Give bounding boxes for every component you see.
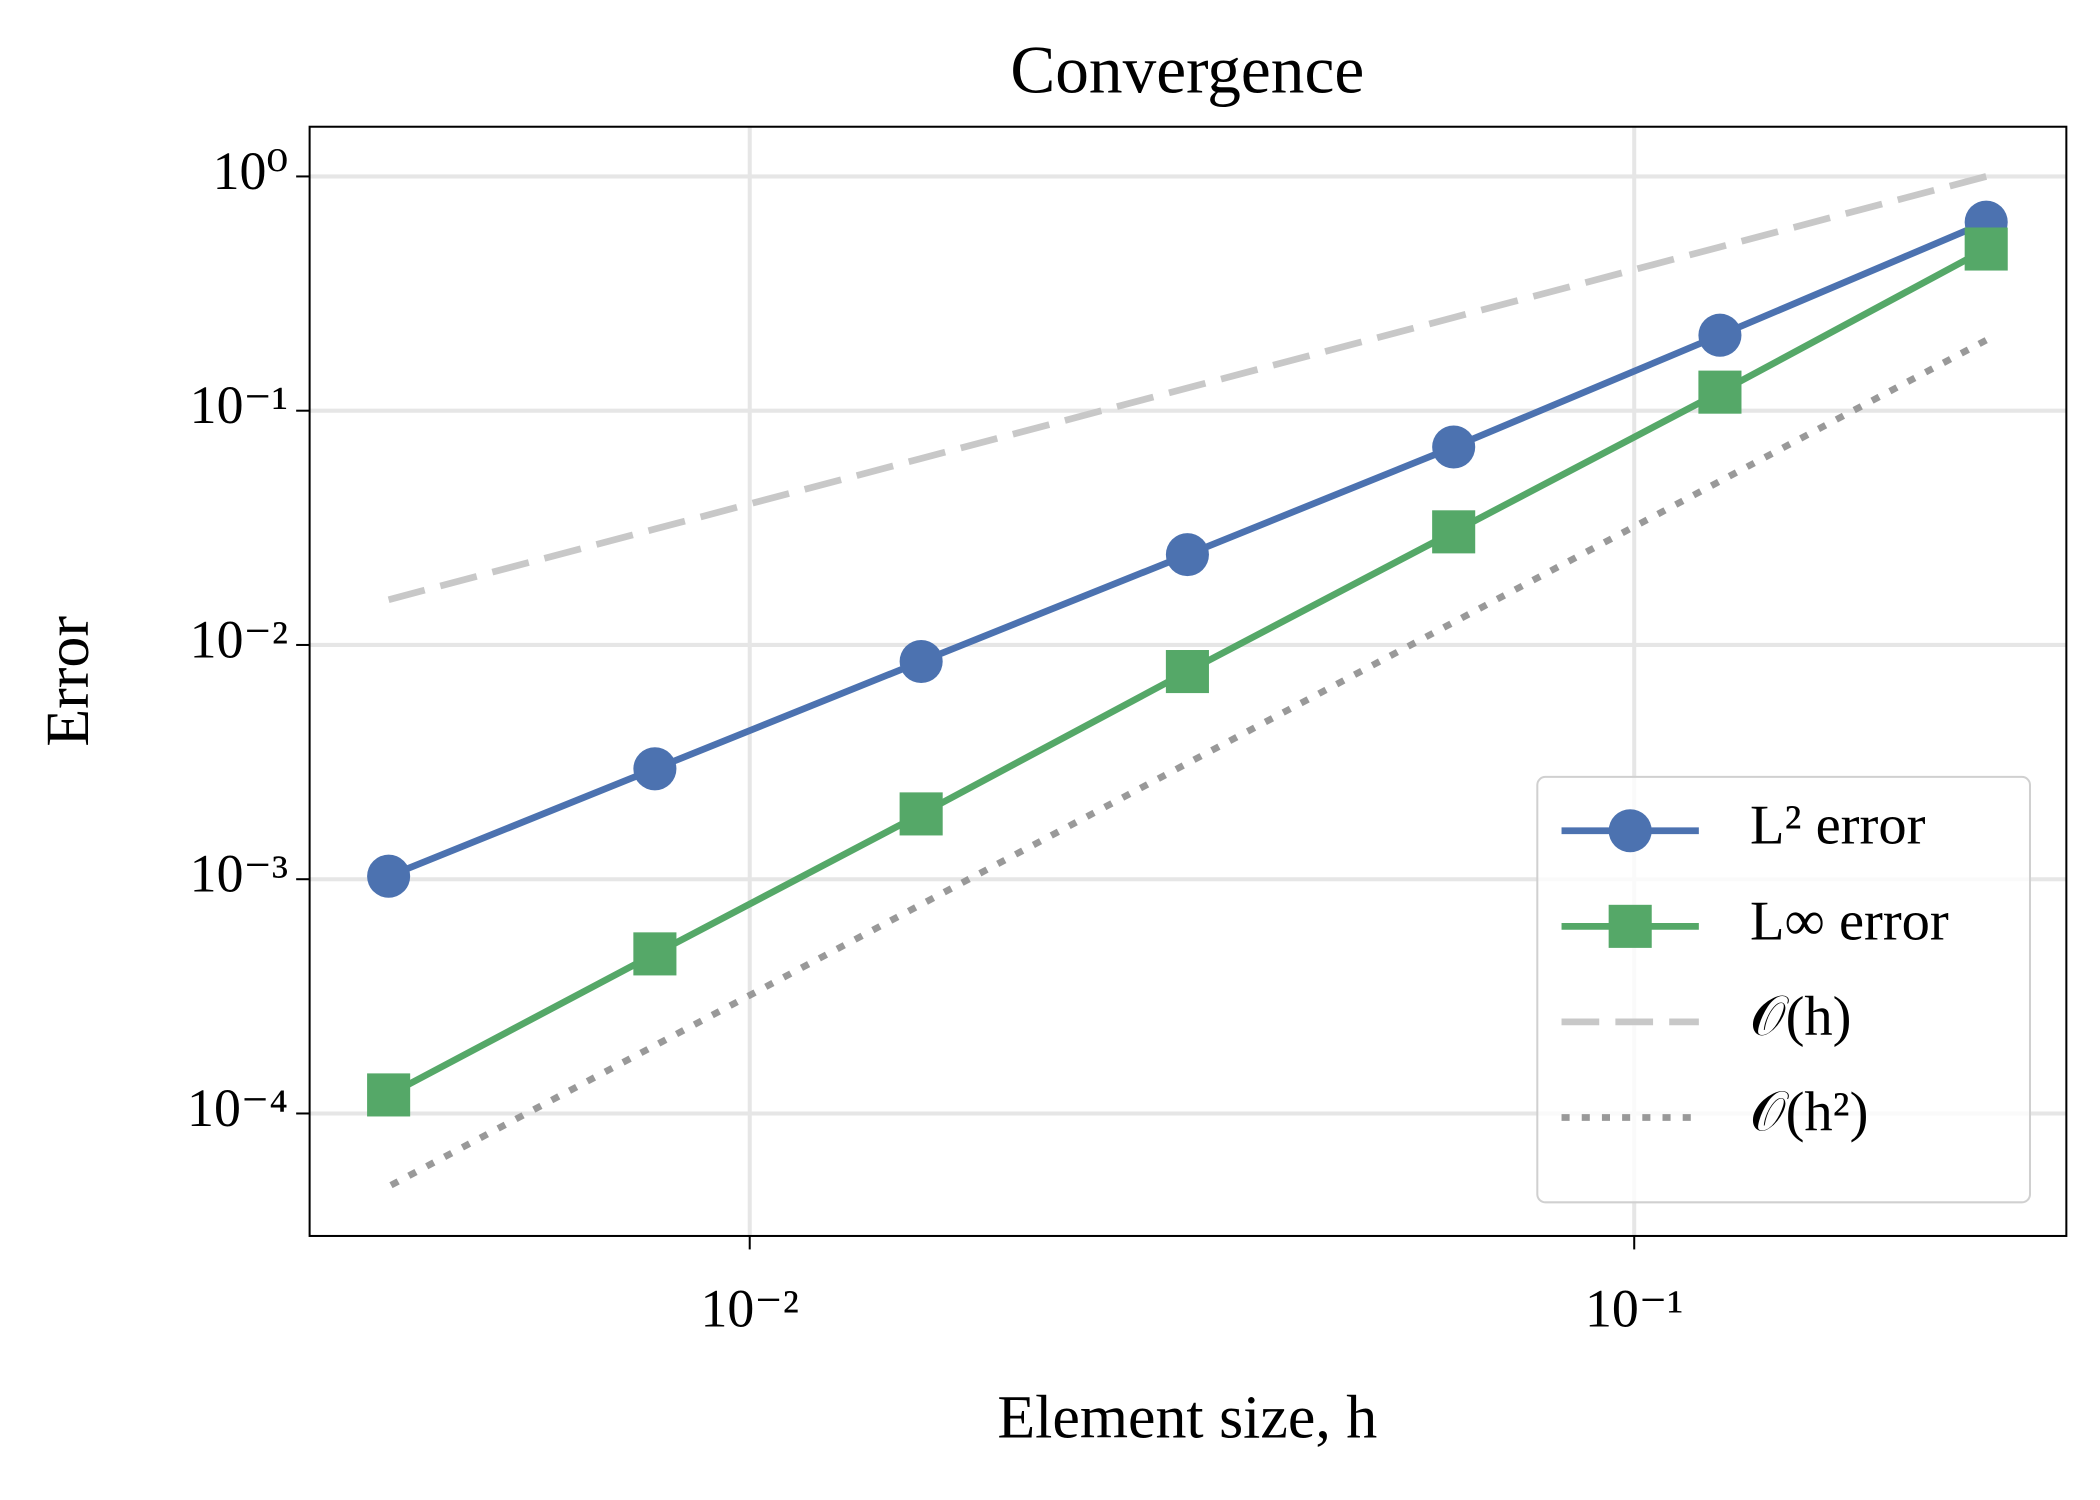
marker <box>899 639 943 684</box>
legend-label: L∞ error <box>1750 890 1949 952</box>
legend-label: L² error <box>1750 795 1926 857</box>
legend-label: 𝒪(h) <box>1750 986 1852 1048</box>
chart-title: Convergence <box>1010 32 1364 107</box>
x-axis-label: Element size, h <box>997 1383 1377 1451</box>
series-line <box>387 173 1988 603</box>
y-tick-label: 10⁻² <box>190 609 288 669</box>
marker <box>1964 227 2008 271</box>
x-tick-label: 10⁻² <box>701 1278 799 1338</box>
legend: L² error L∞ error 𝒪(h) 𝒪(h²) <box>1536 775 2032 1204</box>
marker <box>633 932 677 976</box>
marker <box>899 792 943 836</box>
marker <box>1698 313 1742 357</box>
x-tick-label: 10⁻¹ <box>1585 1278 1683 1338</box>
marker <box>367 854 411 898</box>
y-tick-label: 10⁻⁴ <box>187 1078 288 1138</box>
y-axis-label: Error <box>34 616 102 747</box>
y-tick-label: 10⁻³ <box>190 844 288 904</box>
legend-marker <box>1608 809 1652 853</box>
marker <box>1165 650 1209 694</box>
marker <box>1432 510 1476 554</box>
y-tick-label: 10⁰ <box>213 141 288 201</box>
marker <box>1432 425 1476 469</box>
y-tick-label: 10⁻¹ <box>190 375 288 435</box>
marker <box>633 747 677 791</box>
plot-frame <box>308 125 2068 1237</box>
marker <box>1698 370 1742 414</box>
marker <box>367 1073 411 1117</box>
legend-frame <box>1536 775 2032 1204</box>
legend-marker <box>1608 904 1652 948</box>
marker <box>1165 533 1209 577</box>
legend-label: 𝒪(h²) <box>1750 1081 1868 1143</box>
